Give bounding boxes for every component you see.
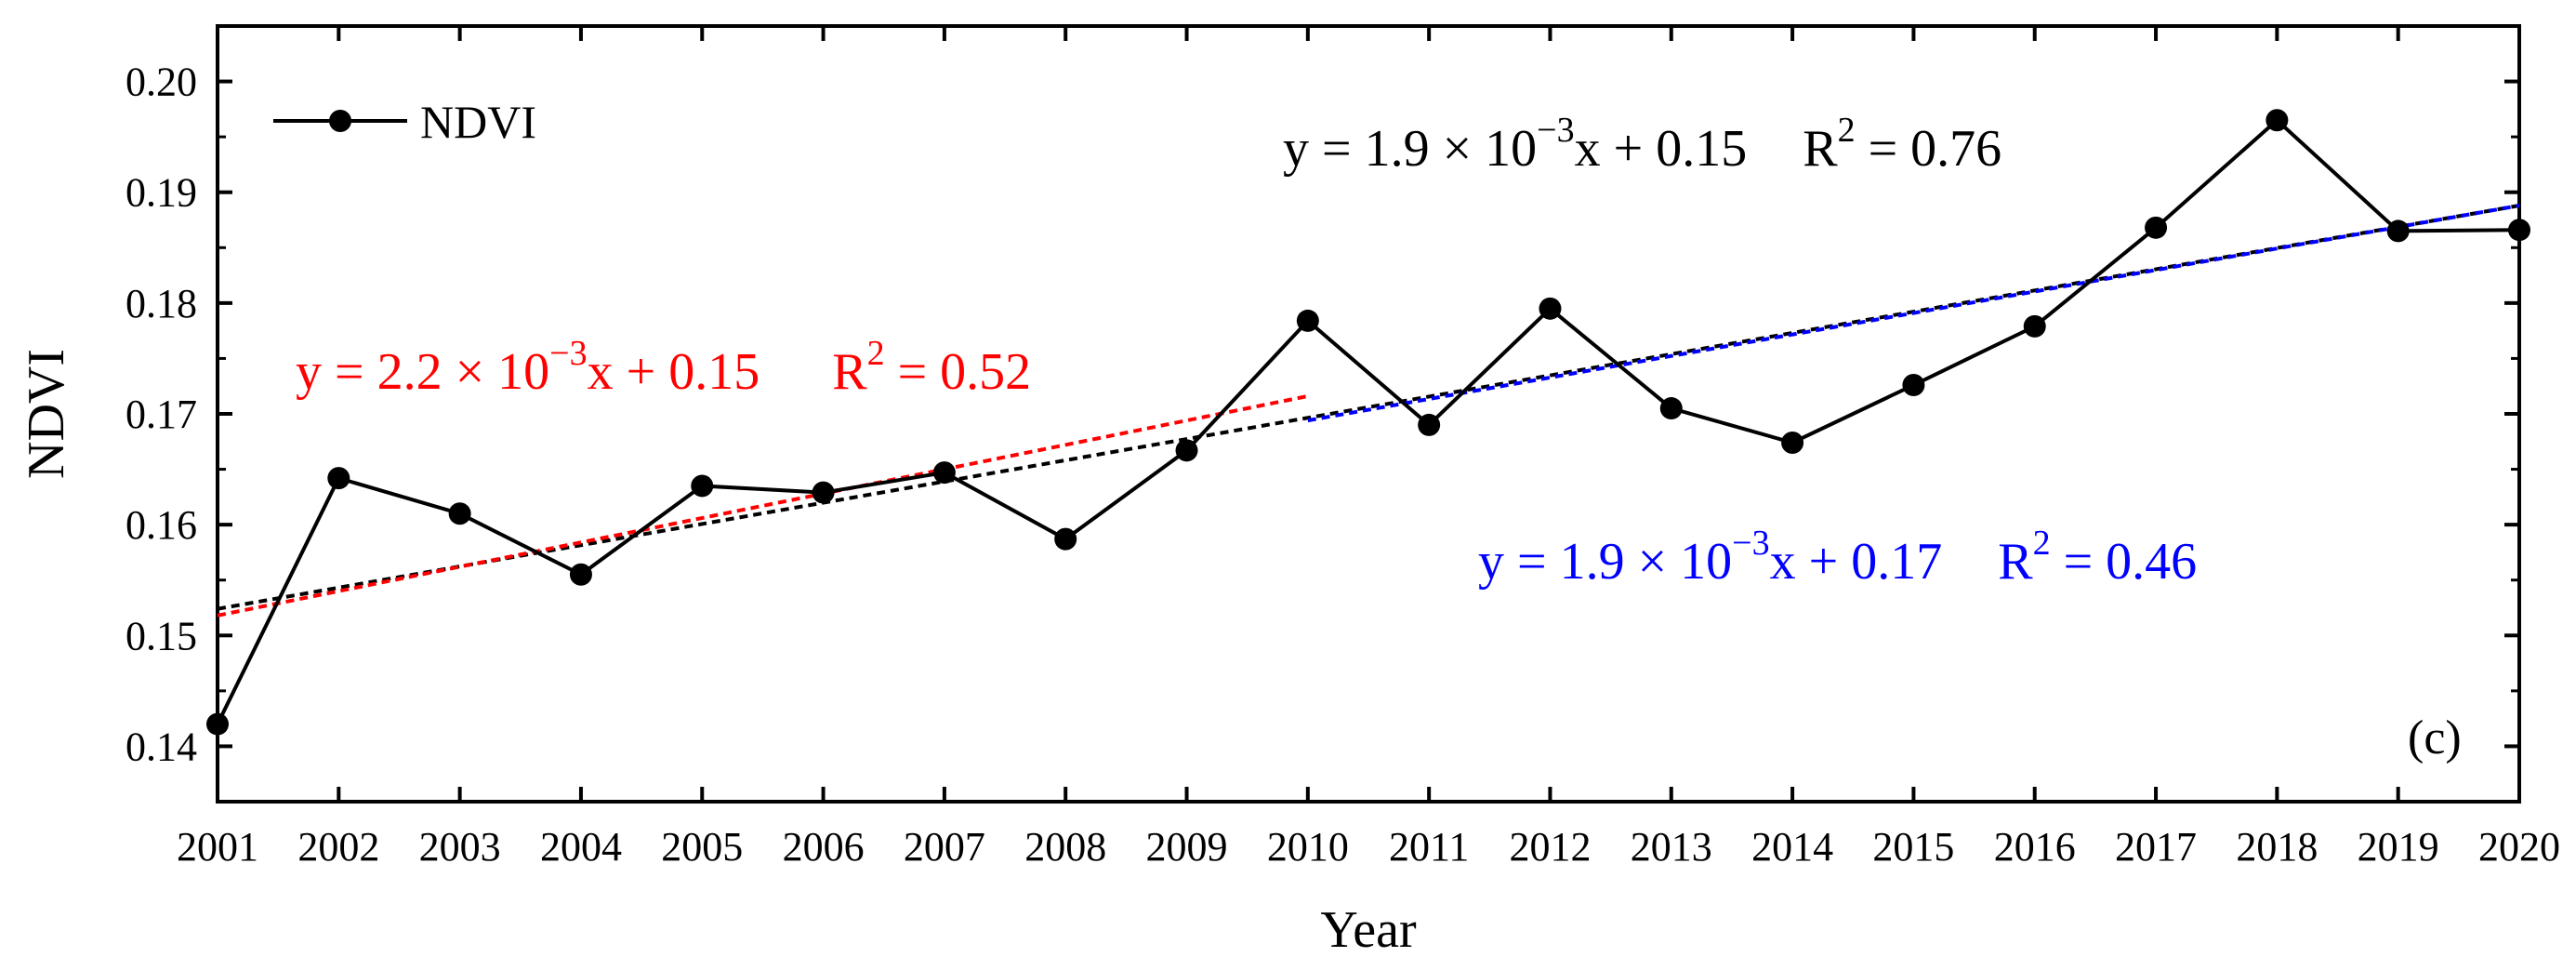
x-tick-label: 2010 (1267, 824, 1349, 870)
x-tick-label: 2017 (2115, 824, 2197, 870)
data-point (327, 467, 350, 490)
x-tick-label: 2012 (1509, 824, 1591, 870)
data-point (1659, 397, 1683, 420)
x-tick-label: 2011 (1389, 824, 1469, 870)
x-tick-label: 2013 (1631, 824, 1712, 870)
panel-label: (c) (2408, 711, 2462, 764)
x-tick-label: 2005 (661, 824, 743, 870)
data-point (932, 461, 956, 485)
legend-label: NDVI (420, 96, 536, 148)
data-point (2386, 219, 2410, 243)
series-ndvi (206, 109, 2530, 736)
series-line (216, 117, 2520, 725)
data-point (2508, 219, 2530, 242)
x-tick-label: 2002 (297, 824, 379, 870)
x-tick-label: 2009 (1146, 824, 1228, 870)
data-point (1054, 527, 1077, 551)
y-tick-label: 0.19 (125, 170, 197, 216)
data-point (1296, 309, 1319, 332)
x-tick-label: 2015 (1872, 824, 1954, 870)
x-tick-label: 2006 (783, 824, 865, 870)
y-axis-ticks: 0.14 0.15 0.16 0.17 0.18 0.19 0.20 (125, 24, 2519, 804)
x-tick-label: 2007 (904, 824, 985, 870)
legend: NDVI (273, 96, 536, 148)
data-point (206, 712, 229, 736)
x-axis-ticks: 2001 2002 2003 2004 2005 2006 2007 2008 2009 2010… (177, 26, 2560, 870)
equation-overall: y = 1.9 × 10−3x + 0.15 R2 = 0.76 (1283, 111, 2001, 178)
data-point (2266, 109, 2289, 132)
data-point (691, 474, 714, 498)
trend-line (217, 393, 1309, 618)
legend-marker (329, 110, 351, 132)
x-tick-label: 2003 (419, 824, 501, 870)
y-tick-label: 0.18 (125, 281, 197, 326)
data-point (1175, 439, 1198, 462)
x-tick-label: 2019 (2358, 824, 2439, 870)
data-point (2023, 314, 2046, 338)
data-point (2145, 216, 2168, 239)
y-tick-label: 0.15 (125, 613, 197, 658)
data-point (1902, 374, 1925, 397)
trend-lines (217, 204, 2520, 618)
trend-line (1307, 204, 2520, 423)
x-tick-label: 2016 (1994, 824, 2076, 870)
x-tick-label: 2001 (177, 824, 258, 870)
data-point (1418, 413, 1441, 436)
data-point (812, 481, 835, 504)
x-tick-label: 2008 (1024, 824, 1106, 870)
y-tick-label: 0.16 (125, 502, 197, 548)
data-point (1781, 431, 1804, 454)
equation-2010-2020: y = 1.9 × 10−3x + 0.17 R2 = 0.46 (1478, 524, 2197, 591)
equation-2001-2010: y = 2.2 × 10−3x + 0.15 R2 = 0.52 (296, 334, 1031, 401)
x-tick-label: 2018 (2236, 824, 2318, 870)
x-tick-label: 2020 (2478, 824, 2560, 870)
y-tick-label: 0.14 (125, 724, 197, 769)
x-tick-label: 2014 (1751, 824, 1833, 870)
data-point (448, 502, 471, 525)
y-tick-label: 0.20 (125, 60, 197, 105)
data-point (569, 563, 592, 586)
y-tick-label: 0.17 (125, 392, 197, 437)
x-tick-label: 2004 (540, 824, 622, 870)
data-point (1539, 297, 1562, 320)
y-axis-title: NDVI (18, 349, 75, 479)
x-axis-title: Year (1320, 901, 1417, 959)
